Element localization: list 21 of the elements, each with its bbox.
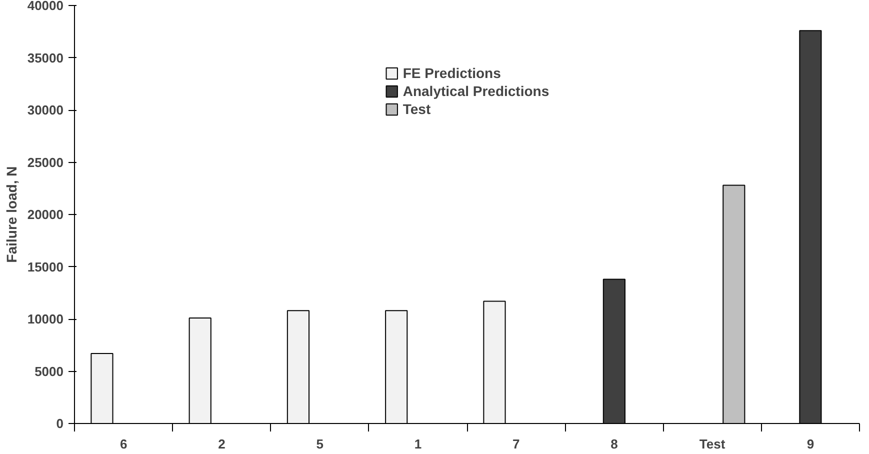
y-tick-label: 10000 [27, 312, 64, 326]
legend-label: Analytical Predictions [402, 83, 550, 99]
y-tick-label: 25000 [27, 154, 64, 170]
x-tick-label: 6 [120, 436, 128, 452]
y-tick-label: 0 [56, 416, 64, 431]
y-tick-label: 30000 [27, 102, 64, 118]
y-tick-label: 40000 [27, 0, 64, 13]
y-axis-title: Failure load, N [3, 166, 20, 263]
x-tick-label: Test [699, 436, 726, 452]
x-tick-label: 9 [806, 436, 814, 452]
y-tick-label: 15000 [27, 259, 64, 274]
x-tick-label: 7 [512, 436, 520, 452]
x-tick-label: 1 [414, 436, 422, 452]
legend-label: Test [402, 101, 431, 117]
y-tick-label: 5000 [34, 364, 64, 379]
x-tick-label: 5 [316, 436, 324, 452]
y-tick-label: 20000 [27, 207, 64, 222]
x-tick-label: 2 [218, 436, 226, 452]
y-tick-label: 35000 [27, 50, 64, 66]
x-tick-label: 8 [610, 436, 618, 452]
legend-label: FE Predictions [402, 65, 501, 81]
